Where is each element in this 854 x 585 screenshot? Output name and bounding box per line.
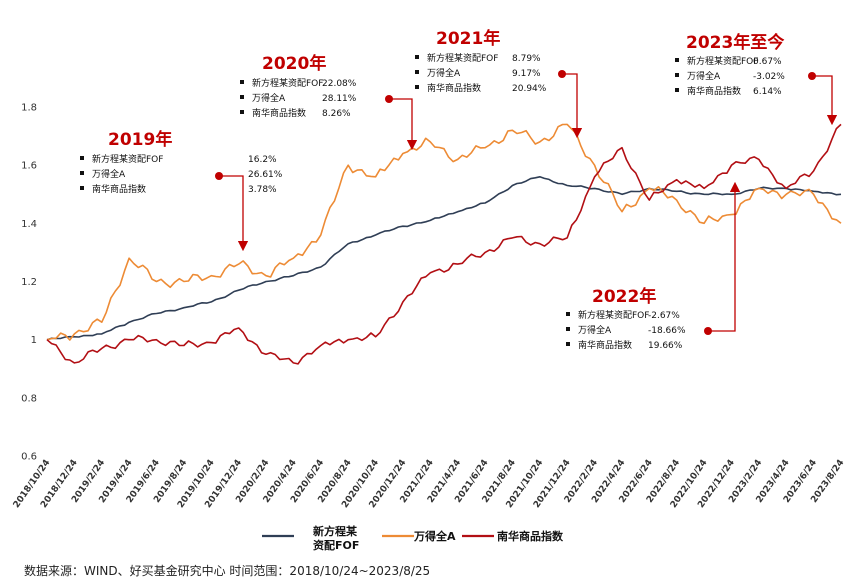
y-tick-label: 1.2: [21, 277, 37, 288]
bullet-icon: [675, 58, 679, 62]
annotation-title: 2022年: [592, 286, 656, 307]
y-axis-ticks: 0.6 0.8 1 1.2 1.4 1.6 1.8: [21, 103, 37, 463]
annotation-title: 2021年: [436, 28, 500, 49]
annotation-value: 16.2%: [248, 155, 277, 165]
legend-item: 万得全A: [382, 529, 456, 543]
annotation-label: 新方程某资配FOF: [427, 52, 498, 64]
annotation-label: 南华商品指数: [687, 85, 741, 97]
bullet-icon: [80, 186, 84, 190]
bullet-icon: [566, 312, 570, 316]
annotation-value: -18.66%: [648, 326, 686, 336]
series-line: [46, 123, 842, 341]
legend-item: 南华商品指数: [462, 529, 564, 543]
bullet-icon: [675, 73, 679, 77]
y-tick-label: 0.6: [21, 452, 37, 463]
bullet-icon: [566, 342, 570, 346]
connector-arrow: [389, 98, 418, 151]
annotation-label: 新方程某资配FOF: [578, 309, 649, 321]
legend-item: 新方程某资配FOF: [262, 524, 359, 552]
legend-label: 万得全A: [413, 529, 456, 543]
bullet-icon: [415, 85, 419, 89]
annotation-label: 南华商品指数: [92, 183, 146, 195]
legend-label: 新方程某: [313, 524, 358, 538]
bullet-icon: [415, 70, 419, 74]
y-tick-label: 1: [31, 335, 37, 346]
legend-label: 资配FOF: [313, 538, 359, 552]
legend-label: 南华商品指数: [497, 529, 564, 543]
annotation-value: 9.17%: [512, 69, 541, 79]
annotation-value: 28.11%: [322, 94, 357, 104]
legend: 新方程某资配FOF 万得全A 南华商品指数: [262, 524, 564, 552]
annotation-value: 8.26%: [322, 109, 351, 119]
annotation-title: 2020年: [262, 53, 326, 74]
connector-arrow: [708, 181, 741, 332]
annotation-value: 19.66%: [648, 341, 683, 351]
annotation-label: 万得全A: [92, 168, 126, 180]
annotation-title: 2023年至今: [686, 32, 784, 53]
annotation-label: 南华商品指数: [427, 82, 481, 94]
bullet-icon: [240, 110, 244, 114]
annotation-value: 3.78%: [248, 185, 277, 195]
annotation-label: 新方程某资配FOF: [92, 153, 163, 165]
annotation-value: 22.08%: [322, 79, 357, 89]
bullet-icon: [240, 95, 244, 99]
bullet-icon: [566, 327, 570, 331]
connector-arrow: [562, 73, 583, 139]
annotation-value: 0.67%: [753, 57, 782, 67]
annotation-value: 20.94%: [512, 84, 547, 94]
connector-arrow: [219, 175, 249, 252]
bullet-icon: [80, 171, 84, 175]
annotation-label: 万得全A: [252, 92, 286, 104]
annotation-value: 26.61%: [248, 170, 283, 180]
annotation-label: 新方程某资配FOF: [252, 77, 323, 89]
annotation-value: -2.67%: [648, 311, 680, 321]
bullet-icon: [675, 88, 679, 92]
annotation-value: 8.79%: [512, 54, 541, 64]
series-lines: [46, 123, 842, 365]
bullet-icon: [80, 156, 84, 160]
series-line: [46, 123, 842, 365]
y-tick-label: 1.4: [21, 219, 37, 230]
annotation-value: -3.02%: [753, 72, 785, 82]
annotation-title: 2019年: [108, 129, 172, 150]
annotation-label: 万得全A: [578, 324, 612, 336]
annotation-label: 万得全A: [687, 70, 721, 82]
annotation-value: 6.14%: [753, 87, 782, 97]
annotation-label: 南华商品指数: [252, 107, 306, 119]
y-tick-label: 0.8: [21, 393, 37, 404]
connector-arrow: [812, 75, 838, 126]
bullet-icon: [415, 55, 419, 59]
annotation-label: 新方程某资配FOF: [687, 55, 758, 67]
series-line: [46, 176, 842, 341]
annotation-label: 万得全A: [427, 67, 461, 79]
x-axis-ticks: 2018/10/242018/12/242019/2/242019/4/2420…: [12, 458, 847, 510]
y-tick-label: 1.8: [21, 103, 37, 114]
annotation-label: 南华商品指数: [578, 339, 632, 351]
data-source-note: 数据来源：WIND、好买基金研究中心 时间范围：2018/10/24~2023/…: [24, 564, 431, 578]
bullet-icon: [240, 80, 244, 84]
y-tick-label: 1.6: [21, 161, 37, 172]
